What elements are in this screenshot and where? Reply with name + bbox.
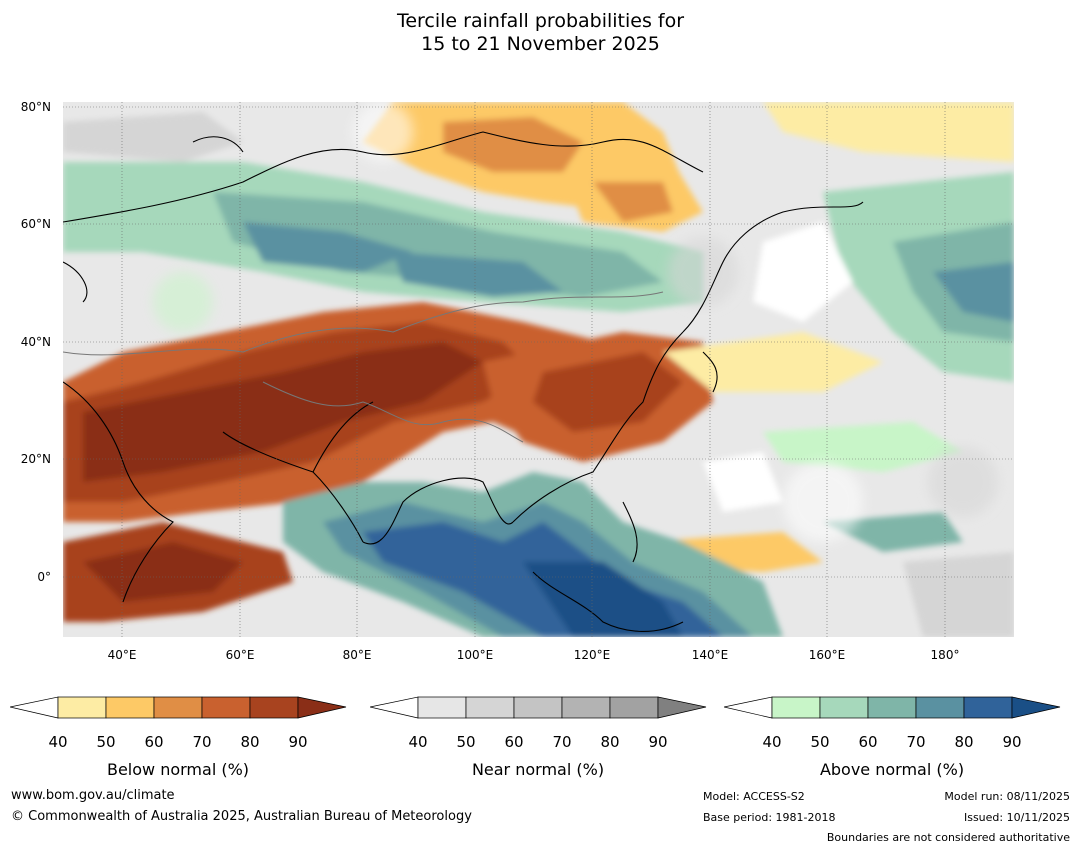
lat-label-20n: 20°N — [20, 452, 51, 466]
tick-label: 70 — [906, 733, 926, 751]
base-period: Base period: 1981-2018 — [703, 811, 836, 824]
near-normal-swatch-80-90 — [609, 696, 659, 719]
lat-label-0: 0° — [37, 570, 51, 584]
tick-label: 90 — [648, 733, 668, 751]
near-normal-swatch-60-70 — [513, 696, 563, 719]
lon-label-140e: 140°E — [691, 648, 729, 662]
near-normal-swatch-70-80 — [561, 696, 611, 719]
near-normal-swatch-40-50 — [417, 696, 467, 719]
boundaries-note: Boundaries are not considered authoritat… — [826, 831, 1070, 844]
above-normal-label: Above normal (%) — [819, 760, 965, 779]
map-title: Tercile rainfall probabilities for 15 to… — [0, 10, 1081, 56]
above-normal-swatch-50-60 — [819, 696, 869, 719]
tick-label: 60 — [144, 733, 164, 751]
below-normal-swatch-40-50 — [57, 696, 107, 719]
probability-map — [63, 102, 1014, 637]
above-normal-colorbar — [724, 696, 1061, 719]
tick-label: 40 — [408, 733, 428, 751]
tick-label: 90 — [1002, 733, 1022, 751]
tick-label: 60 — [504, 733, 524, 751]
map-canvas — [63, 102, 1014, 637]
above-normal-low-arrow — [724, 696, 773, 719]
below-normal-swatch-50-60 — [105, 696, 155, 719]
lon-label-120e: 120°E — [573, 648, 611, 662]
issued-date: Issued: 10/11/2025 — [963, 811, 1070, 824]
above-normal-swatch-70-80 — [915, 696, 965, 719]
below-normal-swatch-60-70 — [153, 696, 203, 719]
tick-label: 80 — [240, 733, 260, 751]
lat-label-80n: 80°N — [20, 100, 51, 114]
tick-label: 50 — [96, 733, 116, 751]
above-normal-swatch-60-70 — [867, 696, 917, 719]
below-normal-label: Below normal (%) — [106, 760, 250, 779]
tick-label: 70 — [192, 733, 212, 751]
tick-label: 60 — [858, 733, 878, 751]
above-normal-swatch-80-90 — [963, 696, 1013, 719]
tick-label: 80 — [954, 733, 974, 751]
tick-label: 90 — [288, 733, 308, 751]
lon-label-100e: 100°E — [456, 648, 494, 662]
near-normal-label: Near normal (%) — [471, 760, 605, 779]
lon-label-180: 180° — [930, 648, 960, 662]
above-normal-swatch-40-50 — [771, 696, 821, 719]
tick-label: 50 — [456, 733, 476, 751]
lat-label-40n: 40°N — [20, 335, 51, 349]
below-normal-low-arrow — [10, 696, 59, 719]
lon-label-80e: 80°E — [342, 648, 372, 662]
below-normal-swatch-70-80 — [201, 696, 251, 719]
tick-label: 40 — [762, 733, 782, 751]
lat-label-60n: 60°N — [20, 217, 51, 231]
near-normal-swatch-50-60 — [465, 696, 515, 719]
title-line-2: 15 to 21 November 2025 — [421, 33, 660, 55]
below-normal-colorbar — [10, 696, 347, 719]
above-normal-high-arrow — [1011, 696, 1061, 719]
lon-label-60e: 60°E — [225, 648, 255, 662]
copyright-text: © Commonwealth of Australia 2025, Austra… — [11, 809, 472, 824]
tick-label: 50 — [810, 733, 830, 751]
near-normal-low-arrow — [370, 696, 419, 719]
lon-label-40e: 40°E — [107, 648, 137, 662]
title-line-1: Tercile rainfall probabilities for — [396, 10, 685, 32]
model-run-date: Model run: 08/11/2025 — [944, 790, 1070, 803]
below-normal-high-arrow — [297, 696, 347, 719]
lon-label-160e: 160°E — [808, 648, 846, 662]
tick-label: 80 — [600, 733, 620, 751]
tick-label: 40 — [48, 733, 68, 751]
below-normal-swatch-80-90 — [249, 696, 299, 719]
model-name: Model: ACCESS-S2 — [703, 790, 805, 803]
near-normal-colorbar — [370, 696, 707, 719]
near-normal-high-arrow — [657, 696, 707, 719]
website-link[interactable]: www.bom.gov.au/climate — [11, 788, 175, 803]
tick-label: 70 — [552, 733, 572, 751]
